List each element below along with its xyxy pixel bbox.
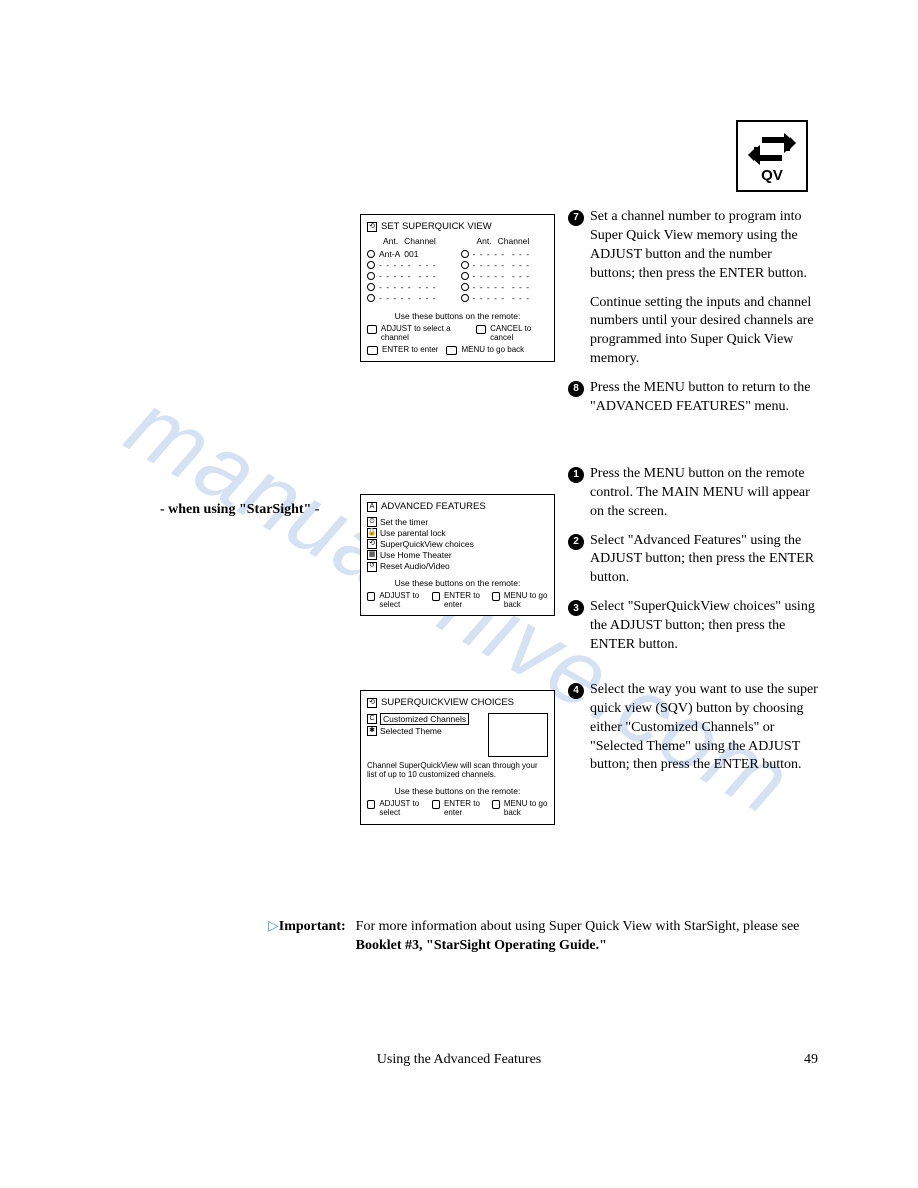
enter-icon bbox=[432, 800, 440, 809]
step7-text: Set a channel number to program into Sup… bbox=[590, 209, 807, 281]
lock-icon: 🔒 bbox=[367, 528, 377, 538]
step-number-icon: 3 bbox=[568, 600, 584, 616]
btn-enter: ENTER to enter bbox=[444, 592, 484, 610]
important-text-b: Booklet #3, "StarSight Operating Guide." bbox=[356, 938, 607, 953]
screen3-hint: Use these buttons on the remote: bbox=[367, 786, 548, 796]
important-note: ▷Important: For more information about u… bbox=[268, 918, 828, 956]
m3: SuperQuickView choices bbox=[380, 539, 474, 549]
cell-empty: - - - - - - - - bbox=[379, 282, 437, 292]
step-1: 1 Press the MENU button on the remote co… bbox=[568, 465, 818, 522]
step4-text: Select the way you want to use the super… bbox=[590, 681, 818, 775]
enter-icon bbox=[432, 592, 440, 601]
btn-adjust: ADJUST to select a channel bbox=[381, 325, 468, 343]
cell-empty: - - - - - - - - bbox=[379, 271, 437, 281]
important-label: Important: bbox=[279, 919, 346, 934]
btn-menu: MENU to go back bbox=[461, 346, 524, 355]
step-2: 2 Select "Advanced Features" using the A… bbox=[568, 532, 818, 589]
screen3-title: SUPERQUICKVIEW CHOICES bbox=[381, 697, 514, 708]
opt-icon: C bbox=[367, 714, 377, 724]
preview-box bbox=[488, 713, 548, 757]
theater-icon: ▦ bbox=[367, 550, 377, 560]
step7b-text: Continue setting the inputs and channel … bbox=[590, 295, 814, 367]
cell-empty: - - - - - - - - bbox=[473, 260, 531, 270]
section-label-starsight: - when using "StarSight" - bbox=[160, 502, 319, 518]
cell-empty: - - - - - - - - bbox=[473, 271, 531, 281]
footer-title: Using the Advanced Features bbox=[0, 1052, 918, 1068]
cell-empty: - - - - - - - - bbox=[473, 249, 531, 259]
step-number-icon: 8 bbox=[568, 381, 584, 397]
step-7: 7 Set a channel number to program into S… bbox=[568, 208, 818, 369]
qv-label: QV bbox=[761, 167, 783, 184]
steps-column: 7 Set a channel number to program into S… bbox=[568, 208, 818, 785]
reset-icon: ↺ bbox=[367, 562, 377, 572]
opt1: Customized Channels bbox=[380, 713, 469, 725]
screen-advanced-features: A ADVANCED FEATURES ⏱Set the timer 🔒Use … bbox=[360, 494, 555, 616]
screen1-title: SET SUPERQUICK VIEW bbox=[381, 221, 492, 232]
hdr-ch: Channel bbox=[404, 236, 436, 246]
step2-text: Select "Advanced Features" using the ADJ… bbox=[590, 532, 818, 589]
cell-empty: - - - - - - - - bbox=[473, 282, 531, 292]
cycle-arrows-icon bbox=[748, 129, 796, 169]
hdr-ant: Ant. bbox=[477, 236, 492, 246]
screen1-hint: Use these buttons on the remote: bbox=[367, 311, 548, 321]
screen3-desc: Channel SuperQuickView will scan through… bbox=[367, 757, 548, 780]
step-number-icon: 2 bbox=[568, 534, 584, 550]
timer-icon: ⏱ bbox=[367, 517, 377, 527]
step-3: 3 Select "SuperQuickView choices" using … bbox=[568, 598, 818, 655]
adjust-icon bbox=[367, 325, 377, 334]
opt-icon: ✱ bbox=[367, 726, 377, 736]
m4: Use Home Theater bbox=[380, 550, 452, 560]
step8-text: Press the MENU button to return to the "… bbox=[590, 379, 818, 417]
screen2-hint: Use these buttons on the remote: bbox=[367, 578, 548, 588]
step3-text: Select "SuperQuickView choices" using th… bbox=[590, 598, 818, 655]
hdr-ch: Channel bbox=[498, 236, 530, 246]
step-number-icon: 7 bbox=[568, 210, 584, 226]
cancel-icon bbox=[476, 325, 486, 334]
btn-adjust: ADJUST to select bbox=[379, 800, 423, 818]
adjust-icon bbox=[367, 592, 375, 601]
step1-text: Press the MENU button on the remote cont… bbox=[590, 465, 818, 522]
important-text-a: For more information about using Super Q… bbox=[356, 919, 800, 934]
qv-icon-box: QV bbox=[736, 120, 808, 192]
screen2-title: ADVANCED FEATURES bbox=[381, 501, 486, 512]
btn-adjust: ADJUST to select bbox=[379, 592, 423, 610]
step-number-icon: 1 bbox=[568, 467, 584, 483]
screen-icon: ⟲ bbox=[367, 698, 377, 708]
screen-icon: A bbox=[367, 502, 377, 512]
screen-icon: ⟲ bbox=[367, 222, 377, 232]
enter-icon bbox=[367, 346, 378, 355]
menu-icon bbox=[492, 800, 500, 809]
btn-enter: ENTER to enter bbox=[382, 346, 438, 355]
cell-empty: - - - - - - - - bbox=[473, 293, 531, 303]
arrow-icon: ▷ bbox=[268, 919, 279, 934]
cell-ant: Ant-A bbox=[379, 249, 400, 259]
cell-empty: - - - - - - - - bbox=[379, 293, 437, 303]
btn-menu: MENU to go back bbox=[504, 592, 548, 610]
btn-cancel: CANCEL to cancel bbox=[490, 325, 548, 343]
adjust-icon bbox=[367, 800, 375, 809]
cell-empty: - - - - - - - - bbox=[379, 260, 437, 270]
menu-icon bbox=[446, 346, 457, 355]
step-number-icon: 4 bbox=[568, 683, 584, 699]
cell-ch: 001 bbox=[404, 249, 418, 259]
m1: Set the timer bbox=[380, 517, 428, 527]
btn-enter: ENTER to enter bbox=[444, 800, 484, 818]
opt2: Selected Theme bbox=[380, 726, 442, 736]
m5: Reset Audio/Video bbox=[380, 561, 450, 571]
screen-sqv-choices: ⟲ SUPERQUICKVIEW CHOICES CCustomized Cha… bbox=[360, 690, 555, 824]
screen-set-superquickview: ⟲ SET SUPERQUICK VIEW Ant. Channel Ant-A 0… bbox=[360, 214, 555, 362]
step-4: 4 Select the way you want to use the sup… bbox=[568, 681, 818, 775]
page-number: 49 bbox=[804, 1052, 818, 1068]
btn-menu: MENU to go back bbox=[504, 800, 548, 818]
sqv-icon: ⟲ bbox=[367, 539, 377, 549]
step-8: 8 Press the MENU button to return to the… bbox=[568, 379, 818, 417]
hdr-ant: Ant. bbox=[383, 236, 398, 246]
m2: Use parental lock bbox=[380, 528, 446, 538]
menu-icon bbox=[492, 592, 500, 601]
screens-column: ⟲ SET SUPERQUICK VIEW Ant. Channel Ant-A 0… bbox=[360, 214, 555, 847]
